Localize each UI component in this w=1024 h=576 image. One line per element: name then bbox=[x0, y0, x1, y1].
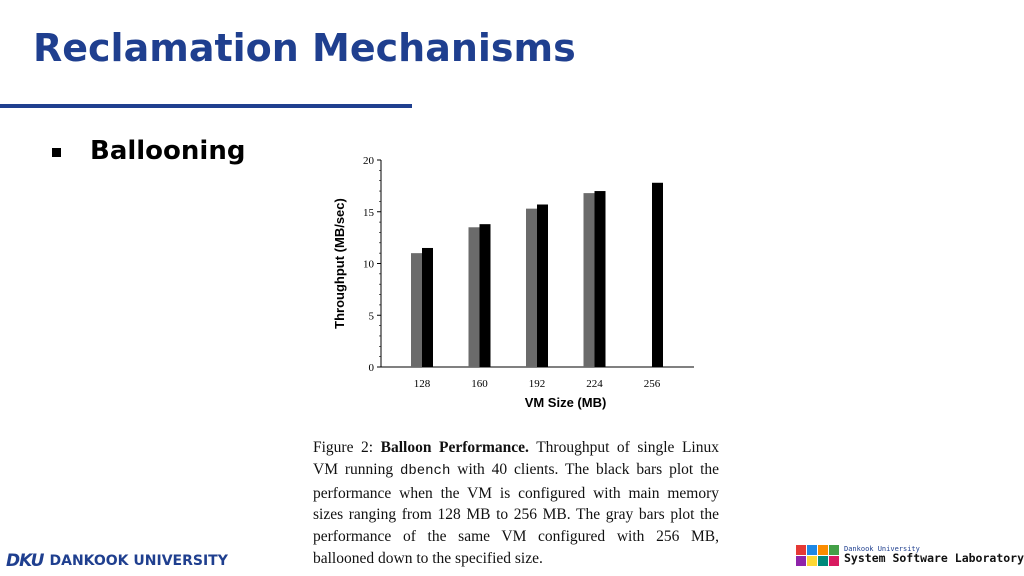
x-tick-label: 192 bbox=[529, 378, 546, 390]
x-tick-label: 224 bbox=[586, 378, 603, 390]
x-tick-label: 128 bbox=[414, 378, 431, 390]
x-axis-label: VM Size (MB) bbox=[525, 395, 607, 410]
bar bbox=[422, 247, 433, 367]
slide-title: Reclamation Mechanisms bbox=[33, 26, 576, 70]
lab-name: System Software Laboratory bbox=[844, 551, 1024, 566]
caption-code: dbench bbox=[399, 462, 451, 479]
lab-logo-icon bbox=[796, 545, 839, 566]
caption-label: Figure 2: bbox=[313, 439, 374, 456]
bar bbox=[537, 204, 548, 367]
bar bbox=[583, 193, 595, 367]
lab-footer-logo: Dankook University System Software Labor… bbox=[796, 545, 1024, 566]
title-underline bbox=[0, 104, 412, 108]
dku-logo-icon: DKU bbox=[6, 551, 44, 571]
bar bbox=[526, 208, 537, 367]
bullet-text: Ballooning bbox=[90, 136, 246, 166]
figure-caption: Figure 2: Balloon Performance. Throughpu… bbox=[313, 437, 719, 570]
caption-heading: Balloon Performance. bbox=[380, 439, 529, 456]
caption-text-2: with 40 clients. The black bars plot the… bbox=[313, 460, 720, 567]
y-tick-label: 15 bbox=[363, 207, 375, 219]
y-tick-label: 5 bbox=[369, 310, 375, 322]
x-tick-label: 256 bbox=[644, 378, 661, 390]
y-axis-label: Throughput (MB/sec) bbox=[332, 198, 347, 329]
lab-university-name: Dankook University bbox=[844, 545, 920, 554]
y-tick-label: 0 bbox=[369, 362, 375, 374]
bar bbox=[652, 182, 663, 367]
dankook-footer-logo: DKU DANKOOK UNIVERSITY bbox=[6, 551, 228, 571]
y-tick-label: 20 bbox=[363, 155, 375, 167]
bar bbox=[594, 191, 606, 367]
x-tick-label: 160 bbox=[471, 378, 488, 390]
bar bbox=[411, 253, 422, 367]
bar bbox=[468, 227, 480, 367]
y-tick-label: 10 bbox=[363, 259, 375, 271]
bar bbox=[479, 224, 491, 367]
bullet-square-icon bbox=[52, 148, 61, 157]
throughput-bar-chart: 0 5 10 15 20 128 160 192 224 256 VM Size (MB) Throu… bbox=[332, 155, 694, 410]
university-name: DANKOOK UNIVERSITY bbox=[49, 553, 228, 569]
caption-text-1: Throughput of single Linux VM running bbox=[313, 439, 719, 478]
